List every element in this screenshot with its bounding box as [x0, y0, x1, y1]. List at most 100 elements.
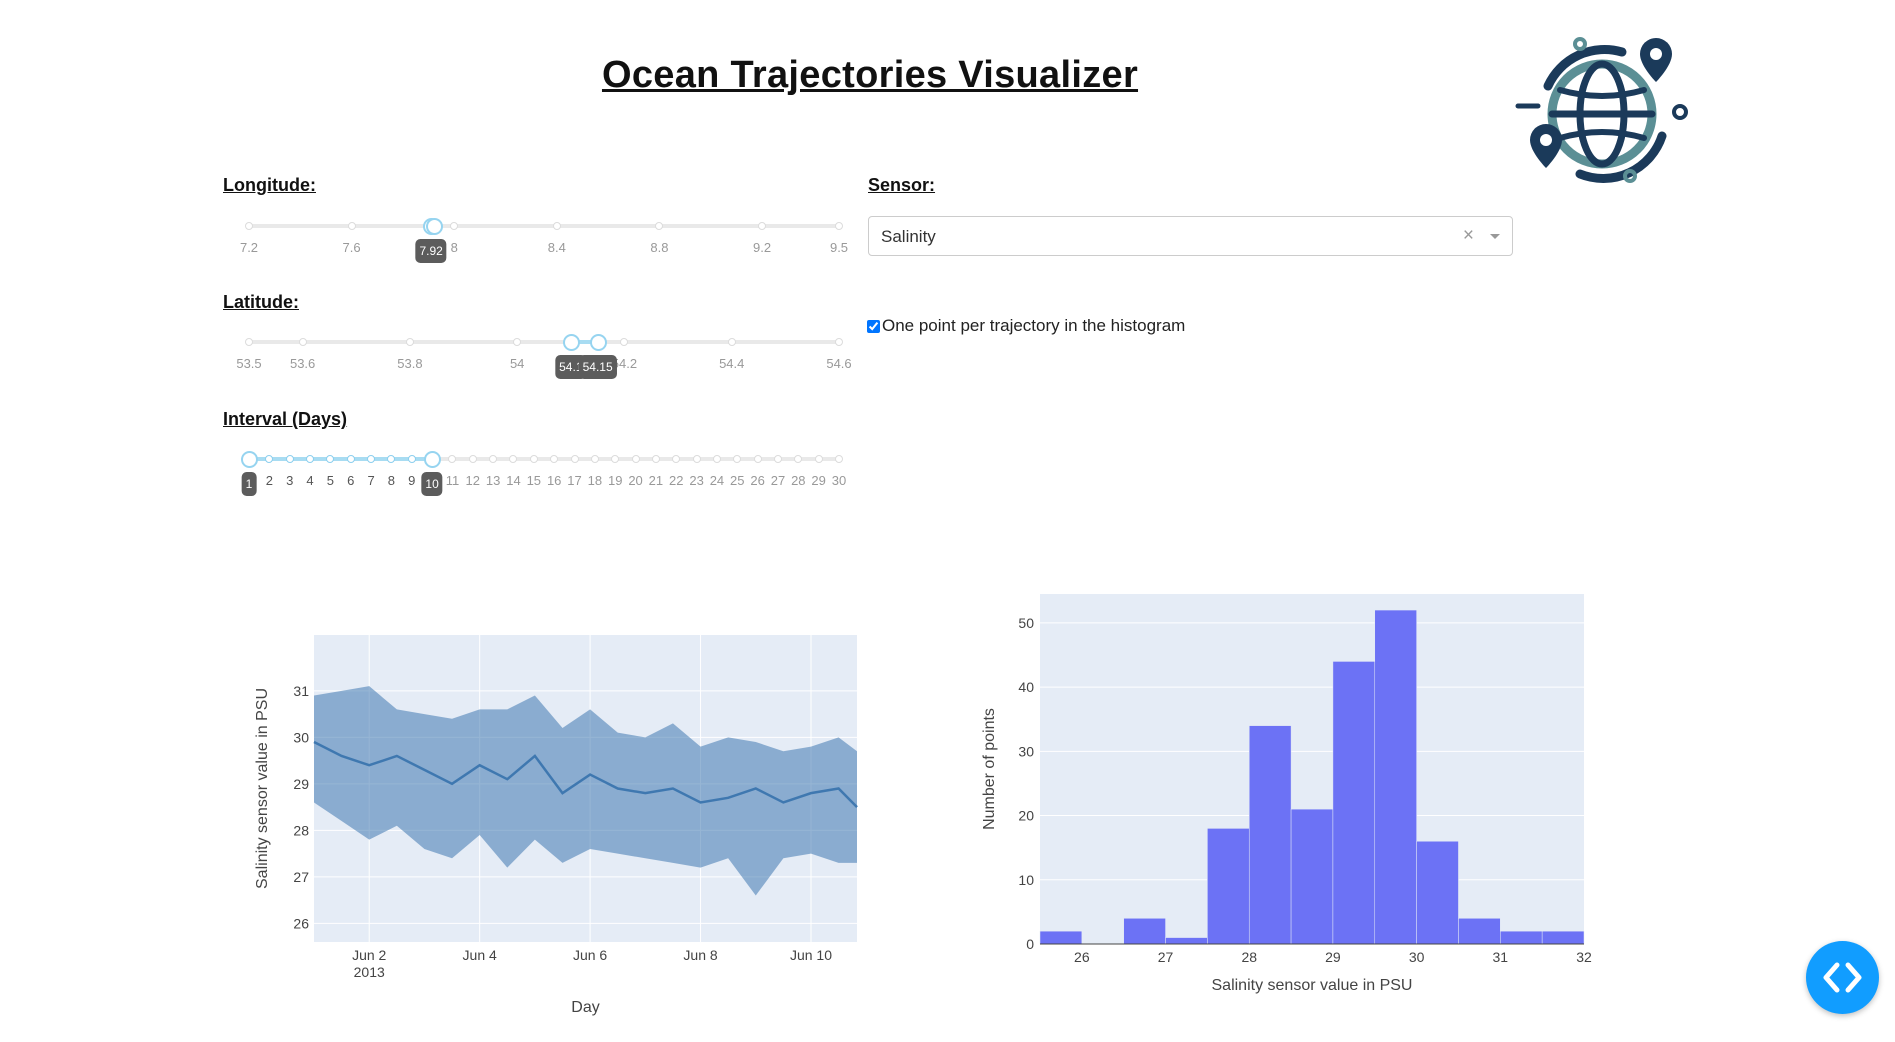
slider-mark-label[interactable]: 53.5 [236, 356, 262, 371]
slider-mark-dot[interactable] [620, 338, 629, 346]
slider-handle-min[interactable] [241, 451, 258, 468]
slider-mark-dot[interactable] [347, 222, 356, 230]
slider-mark-dot[interactable] [450, 222, 459, 230]
slider-mark-label[interactable]: 21 [648, 473, 664, 488]
longitude-range-slider[interactable]: 7.2 7.6 8 8.4 8.8 9.2 9.5 7.92 [240, 218, 848, 269]
slider-mark-label[interactable]: 54.4 [719, 356, 745, 371]
slider-mark-label[interactable]: 22 [669, 473, 684, 488]
slider-mark-dot[interactable] [570, 455, 579, 463]
slider-mark-dot[interactable] [367, 455, 376, 463]
slider-mark-dot[interactable] [265, 455, 274, 463]
slider-mark-dot[interactable] [550, 455, 559, 463]
slider-mark-dot[interactable] [773, 455, 782, 463]
slider-rail[interactable] [249, 457, 839, 461]
slider-mark-label[interactable]: 17 [567, 473, 582, 488]
slider-mark-dot[interactable] [285, 455, 294, 463]
slider-mark-dot[interactable] [672, 455, 681, 463]
slider-mark-label[interactable]: 6 [347, 473, 355, 488]
slider-mark-label[interactable]: 18 [587, 473, 603, 488]
slider-mark-dot[interactable] [489, 455, 498, 463]
slider-mark-label[interactable]: 8.4 [547, 240, 566, 255]
slider-mark-dot[interactable] [513, 338, 522, 346]
slider-mark-label[interactable]: 12 [465, 473, 481, 488]
slider-mark-label[interactable]: 27 [770, 473, 786, 488]
slider-mark-label[interactable]: 28 [791, 473, 806, 488]
slider-mark-label[interactable]: 11 [445, 473, 460, 488]
histogram-option-checkbox[interactable] [867, 319, 880, 333]
slider-mark-dot[interactable] [727, 338, 736, 346]
slider-mark-label[interactable]: 54.2 [611, 356, 638, 371]
slider-mark-dot[interactable] [692, 455, 701, 463]
slider-mark-label[interactable]: 25 [730, 473, 745, 488]
chevron-down-icon[interactable] [1490, 234, 1500, 239]
slider-rail[interactable] [249, 224, 839, 228]
slider-mark-label[interactable]: 15 [526, 473, 542, 488]
slider-mark-label[interactable]: 26 [750, 473, 765, 488]
slider-mark-dot[interactable] [245, 222, 253, 230]
slider-mark-label[interactable]: 53.8 [397, 356, 423, 371]
slider-mark-label[interactable]: 54 [509, 356, 525, 371]
slider-mark-label[interactable]: 8 [450, 240, 458, 255]
slider-handle-max[interactable] [589, 334, 607, 351]
slider-mark-dot[interactable] [835, 338, 843, 346]
slider-mark-label[interactable]: 20 [628, 473, 643, 488]
slider-mark-label[interactable]: 8 [387, 473, 396, 488]
slider-mark-label[interactable]: 24 [709, 473, 725, 488]
slider-mark-dot[interactable] [753, 455, 762, 463]
slider-mark-dot[interactable] [712, 455, 721, 463]
slider-mark-dot[interactable] [758, 222, 767, 230]
slider-mark-label[interactable]: 7.2 [239, 240, 259, 255]
slider-mark-label[interactable]: 3 [286, 473, 294, 488]
slider-mark-label[interactable]: 13 [485, 473, 501, 488]
code-toggle-button[interactable] [1806, 941, 1879, 1014]
histogram-option[interactable]: One point per trajectory in the histogra… [867, 316, 1185, 336]
slider-mark-dot[interactable] [346, 455, 355, 463]
slider-handle-min[interactable] [562, 334, 580, 351]
slider-mark-label[interactable]: 29 [811, 473, 826, 488]
slider-mark-label[interactable]: 7.6 [342, 240, 361, 255]
slider-mark-label[interactable]: 2 [265, 473, 273, 488]
slider-mark-dot[interactable] [814, 455, 823, 463]
slider-mark-dot[interactable] [326, 455, 335, 463]
slider-mark-dot[interactable] [306, 455, 315, 463]
slider-mark-label[interactable]: 19 [607, 473, 623, 488]
slider-mark-dot[interactable] [794, 455, 803, 463]
slider-handle-max[interactable] [424, 451, 442, 468]
latitude-range-slider[interactable]: 53.5 53.6 53.8 54 54.2 54.4 54.6 54.1 54.15 [236, 334, 852, 385]
slider-mark-label[interactable]: 4 [306, 473, 314, 488]
slider-mark-dot[interactable] [387, 455, 396, 463]
slider-mark-dot[interactable] [651, 455, 660, 463]
slider-mark-dot[interactable] [245, 338, 253, 346]
sensor-dropdown[interactable]: Salinity × [868, 216, 1513, 256]
slider-rail[interactable] [249, 340, 839, 344]
slider-mark-label[interactable]: 23 [689, 473, 704, 488]
slider-mark-label[interactable]: 53.6 [289, 356, 316, 371]
slider-mark-label[interactable]: 30 [831, 473, 847, 488]
slider-mark-label[interactable]: 9 [408, 473, 416, 488]
slider-mark-dot[interactable] [655, 222, 664, 230]
slider-mark-dot[interactable] [611, 455, 620, 463]
slider-mark-dot[interactable] [468, 455, 477, 463]
slider-mark-dot[interactable] [552, 222, 561, 230]
slider-mark-dot[interactable] [835, 455, 843, 463]
slider-mark-dot[interactable] [407, 455, 416, 463]
slider-mark-label[interactable]: 54.6 [826, 356, 852, 371]
slider-mark-dot[interactable] [590, 455, 599, 463]
slider-mark-label[interactable]: 14 [506, 473, 521, 488]
slider-mark-dot[interactable] [509, 455, 518, 463]
slider-mark-label[interactable]: 16 [546, 473, 562, 488]
slider-mark-label[interactable]: 8.8 [650, 240, 669, 255]
slider-mark-label[interactable]: 7 [367, 473, 375, 488]
salinity-histogram-chart[interactable]: 0 10 20 30 40 50 26 27 28 29 30 31 32 Salinity sensor… [960, 578, 1600, 1008]
slider-mark-dot[interactable] [298, 338, 307, 346]
interval-range-slider[interactable]: 1234567891011121314151617181920212223242… [241, 451, 846, 502]
slider-mark-dot[interactable] [631, 455, 640, 463]
slider-mark-dot[interactable] [835, 222, 843, 230]
slider-mark-dot[interactable] [733, 455, 742, 463]
clear-icon[interactable]: × [1462, 225, 1474, 246]
slider-mark-dot[interactable] [448, 455, 457, 463]
slider-mark-label[interactable]: 9.2 [752, 240, 772, 255]
slider-mark-dot[interactable] [529, 455, 538, 463]
slider-handle-max[interactable] [425, 218, 443, 235]
